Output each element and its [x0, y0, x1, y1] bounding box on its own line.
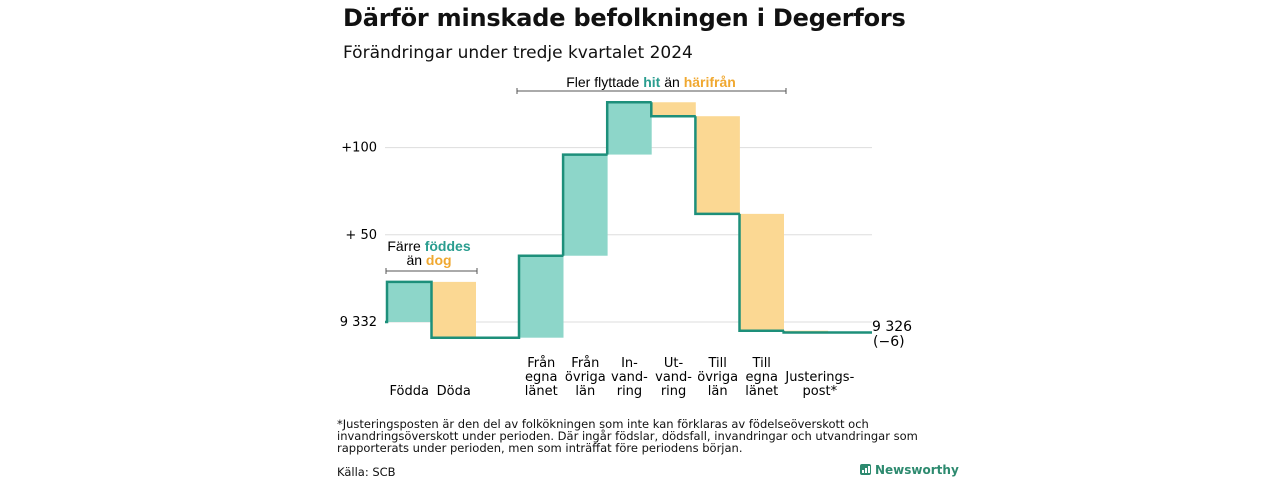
end-value-label: 9 326 — [872, 319, 912, 335]
category-label: Från — [571, 356, 599, 371]
category-label: post* — [803, 384, 838, 399]
y-tick-label: + 50 — [345, 228, 377, 243]
gridlines: 9 332 + 50 +100 — [340, 141, 872, 330]
top-annotation-mid: än — [664, 74, 680, 90]
brand: Newsworthy — [860, 463, 959, 477]
left-annotation-line2: än dog — [406, 252, 451, 268]
end-change-label: (−6) — [873, 334, 905, 350]
waterfall-bar — [519, 255, 564, 338]
top-annotation-prefix: Fler flyttade — [566, 74, 639, 90]
category-label: vand- — [655, 370, 692, 385]
left-annotation-an: än — [406, 252, 422, 268]
step-line-group — [385, 101, 872, 339]
category-label: länet — [525, 384, 558, 399]
step-line — [385, 101, 872, 339]
waterfall-bar — [651, 102, 696, 117]
category-label: vand- — [611, 370, 648, 385]
waterfall-bar — [431, 281, 476, 338]
category-label: Från — [527, 356, 555, 371]
waterfall-bar — [387, 281, 432, 322]
category-label: län — [708, 384, 728, 399]
chart-subtitle: Förändringar under tredje kvartalet 2024 — [343, 43, 693, 63]
waterfall-bar — [695, 116, 740, 214]
left-annotation-dog: dog — [426, 252, 452, 268]
category-label: länet — [745, 384, 778, 399]
category-label: egna — [746, 370, 778, 385]
category-label: In- — [621, 356, 638, 371]
newsworthy-logo-icon — [860, 464, 871, 475]
category-label: övriga — [565, 370, 606, 385]
left-annotation-line1: Färre föddes — [387, 238, 470, 254]
category-label: ring — [661, 384, 686, 399]
category-label: övriga — [697, 370, 738, 385]
category-label: Justerings- — [784, 370, 854, 385]
category-label: ring — [617, 384, 642, 399]
top-annotation-harifran: härifrån — [684, 74, 736, 90]
waterfall-bar — [607, 102, 652, 155]
category-label: Födda — [390, 384, 429, 399]
y-tick-label: +100 — [341, 141, 377, 156]
y-tick-label: 9 332 — [340, 315, 377, 330]
bars — [387, 102, 829, 338]
waterfall-bar — [563, 154, 608, 256]
brand-name: Newsworthy — [875, 463, 959, 477]
labels: Födda DödaFrånegnalänetFrånövrigalänIn-va… — [390, 356, 855, 399]
source-label: Källa: SCB — [337, 465, 396, 479]
left-annotation-foddes: föddes — [425, 238, 471, 254]
category-label: egna — [525, 370, 557, 385]
waterfall-bar — [739, 213, 784, 331]
category-label: Till — [752, 356, 771, 371]
chart-title: Därför minskade befolkningen i Degerfors — [343, 4, 906, 32]
footnote: *Justeringsposten är den del av folkökni… — [337, 417, 918, 455]
left-annotation-prefix: Färre — [387, 238, 421, 254]
category-label: län — [575, 384, 595, 399]
top-annotation-text: Fler flyttade hit än härifrån — [566, 74, 736, 90]
category-label: Ut- — [664, 356, 684, 371]
top-annotation-hit: hit — [643, 74, 660, 90]
category-label: Döda — [437, 384, 471, 399]
category-label: Till — [707, 356, 726, 371]
